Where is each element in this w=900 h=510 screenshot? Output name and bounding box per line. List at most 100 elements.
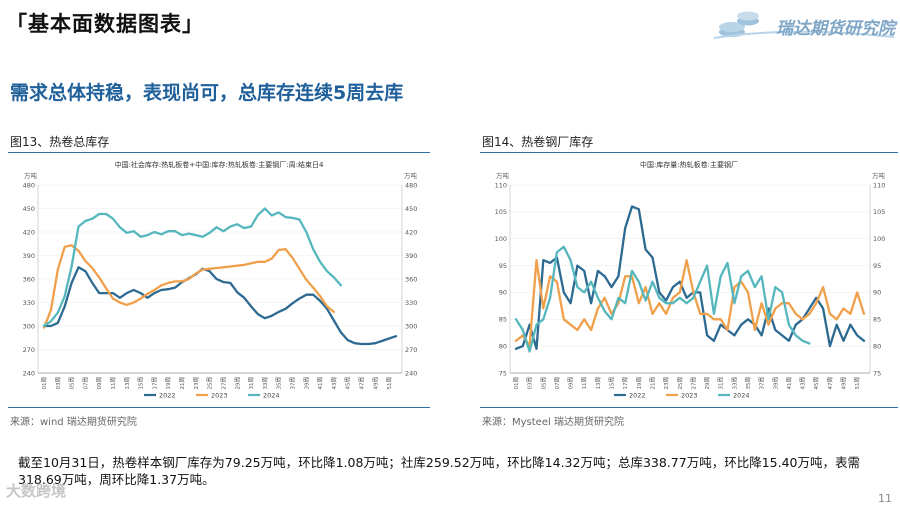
y-tick-label-right: 85	[873, 316, 881, 324]
x-tick-label: 39周	[772, 377, 779, 390]
y-tick-label-left: 480	[23, 181, 35, 189]
x-tick-label: 05周	[540, 377, 547, 390]
legend-label-2023: 2023	[681, 392, 698, 400]
x-tick-label: 21周	[649, 377, 656, 390]
series-line-2022	[42, 266, 398, 346]
x-tick-label: 03周	[527, 377, 534, 390]
y-tick-label-left: 105	[495, 208, 507, 216]
x-tick-label: 35周	[276, 377, 283, 390]
figure-13-bottom-divider	[8, 407, 430, 408]
x-tick-label: 45周	[813, 377, 820, 390]
y-tick-label-left: 360	[23, 275, 35, 283]
figure-14-source: 来源：Mysteel 瑞达期货研究院	[482, 417, 624, 428]
x-tick-label: 41周	[317, 377, 324, 390]
x-tick-label: 43周	[800, 377, 807, 390]
x-tick-label: 47周	[827, 377, 834, 390]
left-axis-unit: 万吨	[496, 171, 510, 180]
y-tick-label-left: 90	[499, 289, 507, 297]
figure-13-divider	[8, 152, 430, 153]
figure-14-bottom-divider	[480, 407, 898, 408]
series-line-2023	[42, 244, 336, 329]
x-tick-label: 49周	[841, 377, 848, 390]
x-tick-label: 49周	[372, 377, 379, 390]
y-tick-label-right: 75	[873, 369, 881, 377]
x-tick-label: 37周	[289, 377, 296, 390]
brand-name: 瑞达期货研究院	[776, 19, 895, 39]
x-tick-label: 23周	[663, 377, 670, 390]
x-tick-label: 09周	[96, 377, 103, 390]
x-tick-label: 41周	[786, 377, 793, 390]
y-tick-label-right: 300	[405, 322, 417, 330]
figure-14-label: 图14、热卷钢厂库存	[482, 135, 594, 149]
x-tick-label: 17周	[151, 377, 158, 390]
y-tick-label-left: 330	[23, 299, 35, 307]
x-tick-label: 27周	[690, 377, 697, 390]
x-tick-label: 47周	[358, 377, 365, 390]
y-tick-label-right: 420	[405, 228, 417, 236]
y-tick-label-left: 420	[23, 228, 35, 236]
x-tick-label: 31周	[718, 377, 725, 390]
right-axis-unit: 万吨	[872, 171, 886, 180]
inventory-summary-text: 截至10月31日，热卷样本钢厂库存为79.25万吨，环比降1.08万吨；社库25…	[18, 455, 860, 487]
x-tick-label: 19周	[636, 377, 643, 390]
x-tick-label: 11周	[581, 377, 588, 390]
x-tick-label: 01周	[41, 377, 48, 390]
x-tick-label: 21周	[179, 377, 186, 390]
series-line-2024	[42, 207, 342, 328]
page-header-title: 「基本面数据图表」	[6, 12, 204, 36]
series-line-2023	[514, 259, 866, 348]
y-tick-label-left: 270	[23, 346, 35, 354]
watermark: 大数跨境	[6, 482, 67, 500]
figure-13-label: 图13、热卷总库存	[10, 135, 110, 149]
y-tick-label-right: 330	[405, 299, 417, 307]
x-tick-label: 39周	[303, 377, 310, 390]
y-tick-label-right: 270	[405, 346, 417, 354]
x-tick-label: 27周	[220, 377, 227, 390]
x-tick-label: 05周	[69, 377, 76, 390]
x-tick-label: 33周	[731, 377, 738, 390]
x-tick-label: 51周	[854, 377, 861, 390]
x-tick-label: 29周	[704, 377, 711, 390]
series-line-2024	[514, 245, 811, 353]
page-number: 11	[878, 492, 892, 505]
x-tick-label: 13周	[124, 377, 131, 390]
x-tick-label: 35周	[745, 377, 752, 390]
y-tick-label-left: 240	[23, 369, 35, 377]
y-tick-label-right: 90	[873, 289, 881, 297]
legend-label-2024: 2024	[263, 392, 280, 400]
chart-title: 中国:社会库存:热轧板卷+中国:库存:热轧板卷:主要钢厂:周:结束日4	[115, 160, 324, 169]
legend-label-2023: 2023	[211, 392, 228, 400]
y-tick-label-left: 450	[23, 205, 35, 213]
x-tick-label: 11周	[110, 377, 117, 390]
x-tick-label: 01周	[513, 377, 520, 390]
y-tick-label-right: 100	[873, 235, 885, 243]
x-tick-label: 07周	[554, 377, 561, 390]
legend-label-2022: 2022	[629, 392, 646, 400]
chart-title: 中国:库存量:热轧板卷:主要钢厂	[640, 160, 738, 169]
x-tick-label: 33周	[262, 377, 269, 390]
y-tick-label-left: 80	[499, 342, 507, 350]
legend-label-2022: 2022	[159, 392, 176, 400]
y-tick-label-right: 105	[873, 208, 885, 216]
figure-14-divider	[480, 152, 898, 153]
y-tick-label-right: 240	[405, 369, 417, 377]
y-tick-label-right: 390	[405, 252, 417, 260]
x-tick-label: 25周	[677, 377, 684, 390]
y-tick-label-right: 80	[873, 342, 881, 350]
x-tick-label: 31周	[248, 377, 255, 390]
x-tick-label: 45周	[345, 377, 352, 390]
y-tick-label-right: 480	[405, 181, 417, 189]
x-tick-label: 15周	[609, 377, 616, 390]
x-tick-label: 29周	[234, 377, 241, 390]
x-tick-label: 25周	[207, 377, 214, 390]
x-tick-label: 03周	[55, 377, 62, 390]
y-tick-label-left: 95	[499, 262, 507, 270]
figure-13-source: 来源：wind 瑞达期货研究院	[10, 417, 137, 428]
legend-label-2024: 2024	[733, 392, 750, 400]
x-tick-label: 07周	[82, 377, 89, 390]
x-tick-label: 43周	[331, 377, 338, 390]
x-tick-label: 23周	[193, 377, 200, 390]
y-tick-label-left: 390	[23, 252, 35, 260]
right-axis-unit: 万吨	[404, 171, 418, 180]
